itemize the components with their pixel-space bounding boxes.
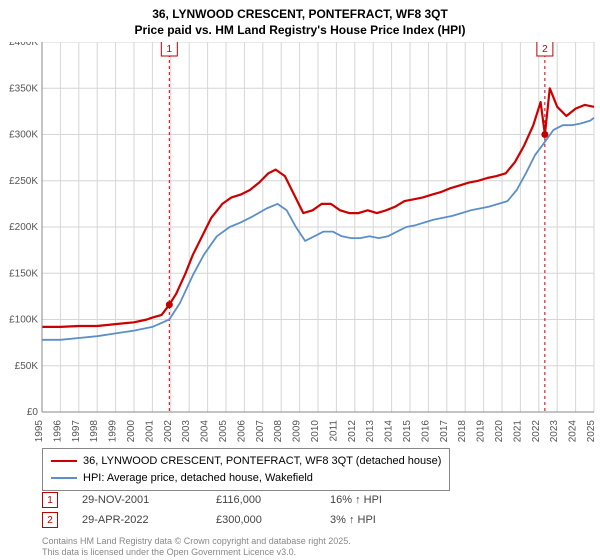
svg-text:2003: 2003 <box>181 420 192 442</box>
svg-text:2017: 2017 <box>439 420 450 442</box>
marker-date: 29-NOV-2001 <box>82 494 192 506</box>
svg-text:1999: 1999 <box>108 420 119 442</box>
svg-text:2009: 2009 <box>292 420 303 442</box>
svg-text:2000: 2000 <box>126 420 137 442</box>
svg-text:£0: £0 <box>27 407 39 418</box>
attribution-line-2: This data is licensed under the Open Gov… <box>42 547 351 558</box>
svg-text:1: 1 <box>167 44 173 55</box>
marker-row: 1 29-NOV-2001 £116,000 16% ↑ HPI <box>42 492 382 508</box>
legend-label-1: 36, LYNWOOD CRESCENT, PONTEFRACT, WF8 3Q… <box>83 453 441 470</box>
svg-text:2021: 2021 <box>512 420 523 442</box>
svg-text:2018: 2018 <box>457 420 468 442</box>
legend-swatch-2 <box>51 477 77 479</box>
svg-text:2024: 2024 <box>568 420 579 442</box>
legend-row: HPI: Average price, detached house, Wake… <box>51 470 441 487</box>
svg-text:2023: 2023 <box>549 420 560 442</box>
svg-text:2010: 2010 <box>310 420 321 442</box>
svg-text:2005: 2005 <box>218 420 229 442</box>
svg-text:1997: 1997 <box>71 420 82 442</box>
svg-text:2015: 2015 <box>402 420 413 442</box>
title-line-2: Price paid vs. HM Land Registry's House … <box>0 22 600 38</box>
legend-label-2: HPI: Average price, detached house, Wake… <box>83 470 313 487</box>
svg-text:2013: 2013 <box>365 420 376 442</box>
marker-date: 29-APR-2022 <box>82 514 192 526</box>
chart-title-block: 36, LYNWOOD CRESCENT, PONTEFRACT, WF8 3Q… <box>0 0 600 38</box>
svg-text:£50K: £50K <box>15 361 39 372</box>
svg-text:2011: 2011 <box>328 420 339 442</box>
svg-text:1995: 1995 <box>34 420 45 442</box>
chart-svg: £0 £50K £100K £150K £200K £250K £300K £350K £400… <box>0 42 600 442</box>
svg-text:£350K: £350K <box>9 83 38 94</box>
legend-swatch-1 <box>51 460 77 462</box>
legend-row: 36, LYNWOOD CRESCENT, PONTEFRACT, WF8 3Q… <box>51 453 441 470</box>
legend: 36, LYNWOOD CRESCENT, PONTEFRACT, WF8 3Q… <box>42 448 450 491</box>
svg-text:2012: 2012 <box>347 420 358 442</box>
marker-delta: 3% ↑ HPI <box>330 514 376 526</box>
svg-text:2022: 2022 <box>531 420 542 442</box>
marker-badge: 1 <box>42 492 58 508</box>
svg-text:2001: 2001 <box>144 420 155 442</box>
svg-text:2016: 2016 <box>420 420 431 442</box>
marker-price: £300,000 <box>216 514 306 526</box>
svg-text:1998: 1998 <box>89 420 100 442</box>
svg-text:1996: 1996 <box>52 420 63 442</box>
svg-text:2002: 2002 <box>163 420 174 442</box>
svg-text:2008: 2008 <box>273 420 284 442</box>
svg-text:£400K: £400K <box>9 42 38 48</box>
svg-text:£250K: £250K <box>9 176 38 187</box>
marker-price: £116,000 <box>216 494 306 506</box>
svg-text:2020: 2020 <box>494 420 505 442</box>
svg-text:£150K: £150K <box>9 268 38 279</box>
marker-delta: 16% ↑ HPI <box>330 494 382 506</box>
svg-text:2006: 2006 <box>236 420 247 442</box>
svg-text:2019: 2019 <box>476 420 487 442</box>
svg-text:£300K: £300K <box>9 130 38 141</box>
svg-text:2: 2 <box>542 44 548 55</box>
chart-plot: £0 £50K £100K £150K £200K £250K £300K £350K £400… <box>0 42 600 442</box>
svg-text:2007: 2007 <box>255 420 266 442</box>
attribution: Contains HM Land Registry data © Crown c… <box>42 536 351 559</box>
marker-table: 1 29-NOV-2001 £116,000 16% ↑ HPI 2 29-AP… <box>42 492 382 532</box>
svg-text:2014: 2014 <box>384 420 395 442</box>
svg-text:2025: 2025 <box>586 420 597 442</box>
svg-text:2004: 2004 <box>200 420 211 442</box>
attribution-line-1: Contains HM Land Registry data © Crown c… <box>42 536 351 547</box>
chart-container: 36, LYNWOOD CRESCENT, PONTEFRACT, WF8 3Q… <box>0 0 600 560</box>
svg-text:£100K: £100K <box>9 315 38 326</box>
svg-text:£200K: £200K <box>9 222 38 233</box>
marker-row: 2 29-APR-2022 £300,000 3% ↑ HPI <box>42 512 382 528</box>
marker-badge: 2 <box>42 512 58 528</box>
title-line-1: 36, LYNWOOD CRESCENT, PONTEFRACT, WF8 3Q… <box>0 6 600 22</box>
